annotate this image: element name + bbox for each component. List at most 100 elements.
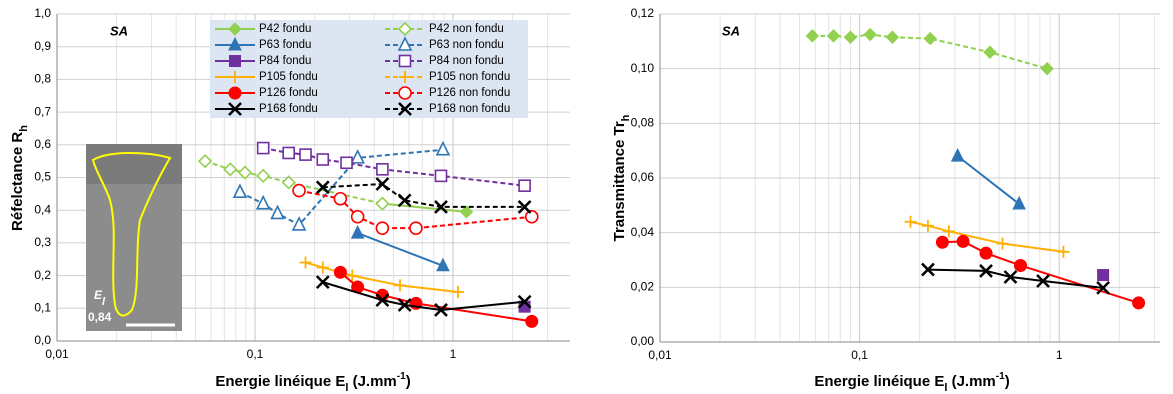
marker bbox=[1057, 245, 1070, 258]
y-tick-label: 0,9 bbox=[34, 39, 51, 53]
y-tick-label: 1,0 bbox=[34, 6, 51, 20]
legend-label: P42 fondu bbox=[259, 23, 311, 35]
legend-label: P42 non fondu bbox=[429, 23, 504, 35]
marker bbox=[333, 265, 347, 279]
y-label-part: Transmittance Tr bbox=[611, 121, 628, 241]
y-tick-label: 0,02 bbox=[631, 280, 655, 294]
melt-pool-outline bbox=[91, 152, 172, 317]
annotation: SA bbox=[722, 23, 740, 38]
x-tick-label: 0,01 bbox=[648, 348, 672, 362]
marker bbox=[1097, 269, 1110, 282]
legend-label: P63 non fondu bbox=[429, 39, 504, 51]
legend-marker bbox=[228, 36, 242, 51]
marker bbox=[517, 294, 532, 309]
legend-marker bbox=[398, 102, 412, 116]
marker bbox=[983, 45, 997, 59]
x-tick-label: 0,1 bbox=[851, 348, 868, 362]
marker bbox=[316, 153, 330, 166]
series-line bbox=[957, 155, 1020, 205]
marker bbox=[223, 162, 238, 177]
legend-label: P126 fondu bbox=[259, 87, 318, 99]
marker bbox=[921, 262, 935, 277]
y-tick-label: 0,00 bbox=[631, 334, 655, 348]
legend-marker bbox=[229, 71, 241, 83]
marker bbox=[950, 148, 965, 162]
y-label-part: h bbox=[18, 125, 30, 132]
y-label-part: Réfelctance R bbox=[9, 132, 26, 231]
inset-label-part: E bbox=[94, 288, 103, 302]
inset-micrograph: El 0,84 bbox=[86, 144, 182, 331]
marker bbox=[942, 225, 955, 238]
y-tick-label: 0,3 bbox=[34, 235, 51, 249]
x-label-part: l bbox=[944, 382, 947, 394]
x-label-part: ) bbox=[1005, 373, 1010, 390]
legend-marker bbox=[398, 86, 412, 100]
marker bbox=[923, 31, 937, 46]
marker bbox=[397, 193, 412, 208]
y-tick-label: 0,0 bbox=[34, 333, 51, 347]
series-line bbox=[357, 232, 444, 267]
legend-marker bbox=[228, 102, 242, 116]
y-tick-label: 0,6 bbox=[34, 137, 51, 151]
marker bbox=[350, 224, 365, 239]
legend-box bbox=[210, 20, 528, 118]
marker bbox=[518, 179, 531, 192]
marker bbox=[956, 234, 970, 248]
marker bbox=[863, 27, 877, 42]
marker bbox=[1036, 274, 1050, 288]
marker bbox=[393, 279, 406, 292]
legend-label: P126 non fondu bbox=[429, 87, 510, 99]
x-label-part: (J.mm bbox=[348, 373, 396, 390]
marker bbox=[904, 215, 917, 228]
marker bbox=[375, 293, 390, 308]
marker bbox=[1013, 258, 1027, 272]
marker bbox=[315, 275, 330, 290]
y-tick-label: 0,8 bbox=[34, 72, 51, 86]
x-axis-label: Energie linéique El (J.mm-1) bbox=[215, 371, 410, 394]
marker bbox=[979, 246, 993, 260]
y-label-part: h bbox=[620, 114, 632, 121]
marker bbox=[299, 256, 312, 269]
x-tick-label: 0,1 bbox=[247, 347, 264, 361]
legend-marker bbox=[397, 21, 413, 37]
marker bbox=[281, 175, 296, 190]
marker bbox=[921, 219, 934, 232]
marker bbox=[315, 180, 330, 195]
marker bbox=[435, 140, 451, 156]
legend-marker bbox=[398, 54, 412, 68]
marker bbox=[375, 221, 390, 235]
legend-label: P168 fondu bbox=[259, 103, 318, 115]
x-label-part: l bbox=[345, 382, 348, 394]
marker bbox=[1132, 296, 1146, 310]
inset-label: El bbox=[94, 288, 106, 308]
marker bbox=[805, 29, 820, 43]
marker bbox=[1096, 280, 1110, 295]
legend-marker bbox=[397, 36, 413, 51]
x-label-part: ) bbox=[406, 373, 411, 390]
x-tick-label: 0,01 bbox=[45, 347, 69, 361]
y-tick-label: 0,04 bbox=[631, 225, 655, 239]
marker bbox=[1040, 61, 1054, 76]
marker bbox=[517, 200, 532, 214]
y-tick-label: 0,2 bbox=[34, 268, 51, 282]
legend-label: P105 fondu bbox=[259, 71, 318, 83]
marker bbox=[397, 298, 412, 312]
marker bbox=[1012, 195, 1026, 210]
marker bbox=[375, 196, 390, 211]
marker bbox=[979, 264, 993, 278]
marker bbox=[282, 146, 295, 160]
marker bbox=[270, 204, 285, 220]
y-tick-label: 0,12 bbox=[631, 6, 655, 20]
x-tick-label: 1 bbox=[1056, 348, 1063, 362]
marker bbox=[346, 269, 359, 282]
marker bbox=[434, 200, 448, 214]
series-line bbox=[382, 202, 467, 213]
annotation: SA bbox=[110, 23, 128, 38]
marker bbox=[935, 235, 949, 249]
series-line bbox=[812, 33, 1048, 70]
legend-label: P84 non fondu bbox=[429, 55, 504, 67]
marker bbox=[436, 257, 450, 272]
marker bbox=[409, 221, 423, 235]
y-tick-label: 0,4 bbox=[34, 202, 51, 216]
x-label-part: Energie linéique E bbox=[814, 373, 944, 390]
